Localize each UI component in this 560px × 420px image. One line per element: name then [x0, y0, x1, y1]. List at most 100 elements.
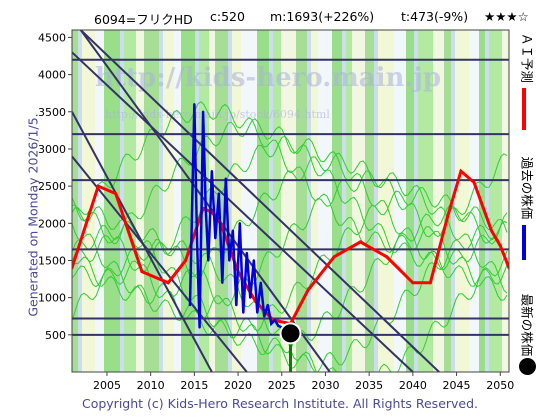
latest-price-marker — [279, 322, 302, 345]
past-price-point — [224, 177, 228, 180]
plot-frame — [71, 29, 510, 373]
past-price-point — [217, 192, 221, 195]
ai-forecast-point — [332, 255, 336, 259]
current-price: c:520 — [210, 9, 245, 24]
band-column — [489, 30, 502, 372]
band-column — [144, 30, 159, 372]
y-tick-label: 1500 — [38, 254, 66, 267]
ai-forecast-point — [358, 240, 362, 244]
past-price-point — [198, 326, 201, 329]
trend-line — [80, 30, 440, 372]
band-column — [95, 30, 104, 372]
legend-past-swatch — [522, 225, 526, 260]
trend-line — [72, 51, 414, 372]
past-price-point — [214, 236, 217, 240]
past-price-point — [188, 303, 192, 307]
band-column — [502, 30, 509, 372]
x-tick-label: 2025 — [268, 379, 296, 392]
rating-stars: ★★★☆ — [484, 9, 529, 24]
band-column — [124, 30, 136, 372]
target-price: t:473(-9%) — [401, 9, 469, 24]
past-price-point — [249, 296, 252, 299]
ai-forecast-point — [96, 184, 100, 188]
ai-forecast-point — [490, 229, 494, 233]
band-column — [433, 30, 444, 372]
series-group — [72, 103, 509, 372]
band-column — [82, 30, 95, 372]
past-price-point — [259, 281, 262, 284]
ai-forecast-point — [428, 281, 432, 285]
past-price-point — [263, 315, 266, 318]
past-price-point — [277, 324, 280, 328]
band-column — [311, 30, 318, 372]
y-tick-label: 3500 — [38, 106, 66, 119]
past-price-point — [221, 281, 224, 284]
band-column — [232, 30, 241, 372]
past-price-point — [245, 251, 248, 255]
band-column — [273, 30, 281, 372]
past-price-point — [204, 207, 207, 210]
band-column — [406, 30, 414, 372]
band-column — [444, 30, 451, 372]
y-tick-label: 2000 — [38, 217, 66, 230]
watermark-main: http://kids-hero.main.jp — [95, 63, 441, 93]
past-price-point — [266, 303, 269, 307]
x-tick-label: 2035 — [355, 379, 383, 392]
x-tick-label: 2010 — [137, 379, 165, 392]
y-tick-label: 2500 — [38, 180, 66, 193]
axes: 500 1000 1500 2000 2500 3000 3500 4000 4500 2005 2… — [38, 29, 514, 392]
band-line — [72, 152, 508, 305]
ai-forecast-point — [498, 244, 502, 248]
chart-title: 6094=フリクHD c:520 m:1693(+226%) t:473(-9%… — [0, 0, 560, 30]
ai-forecast-point — [459, 169, 463, 173]
past-price-point — [235, 303, 238, 307]
stock-name: 6094=フリクHD — [94, 12, 193, 27]
x-tick-label: 2005 — [93, 379, 121, 392]
band-column — [174, 30, 181, 372]
x-tick-label: 2050 — [486, 379, 514, 392]
past-price-point — [238, 222, 242, 225]
y-tick-label: 500 — [45, 329, 66, 342]
y-tick-label: 4000 — [38, 69, 66, 82]
band-column — [332, 30, 342, 372]
y-tick-label: 1000 — [38, 292, 66, 305]
x-tick-label: 2015 — [180, 379, 208, 392]
band-column — [394, 30, 406, 372]
past-price-point — [270, 322, 273, 325]
ai-forecast-point — [306, 288, 310, 292]
past-price-point — [195, 236, 199, 240]
past-price-point — [228, 259, 231, 262]
past-price-point — [201, 110, 205, 113]
band-column — [455, 30, 469, 372]
x-tick-label: 2020 — [224, 379, 252, 392]
y-tick-label: 4500 — [38, 31, 66, 44]
ai-forecast-point — [114, 192, 118, 196]
band-column — [209, 30, 215, 372]
legend-ai: ＡＩ予測 — [519, 32, 535, 84]
band-line — [72, 101, 508, 253]
past-price-point — [256, 311, 259, 314]
past-price-point — [231, 229, 235, 232]
legend-past: 過去の株価 — [519, 156, 535, 220]
y-tick-label: 3000 — [38, 143, 66, 156]
band-column — [296, 30, 307, 372]
generated-note: Generated on Monday 2026/1/5. — [25, 113, 41, 317]
ai-forecast-point — [166, 281, 170, 285]
past-price-point — [252, 259, 255, 262]
ai-forecast-point — [385, 255, 389, 259]
band-column — [469, 30, 479, 372]
ai-forecast-point — [140, 270, 144, 274]
band-line — [72, 118, 508, 271]
ai-forecast-point — [411, 281, 415, 285]
ai-forecast-point — [472, 180, 476, 184]
band-line — [72, 135, 508, 288]
band-column — [215, 30, 228, 372]
ai-forecast-point — [184, 258, 188, 262]
legend-latest-marker — [519, 358, 536, 375]
past-price-point — [193, 103, 196, 106]
trend-line — [72, 155, 248, 372]
band-column — [418, 30, 433, 372]
x-tick-label: 2040 — [399, 379, 427, 392]
legend-latest: 最新の株価 — [519, 293, 535, 357]
